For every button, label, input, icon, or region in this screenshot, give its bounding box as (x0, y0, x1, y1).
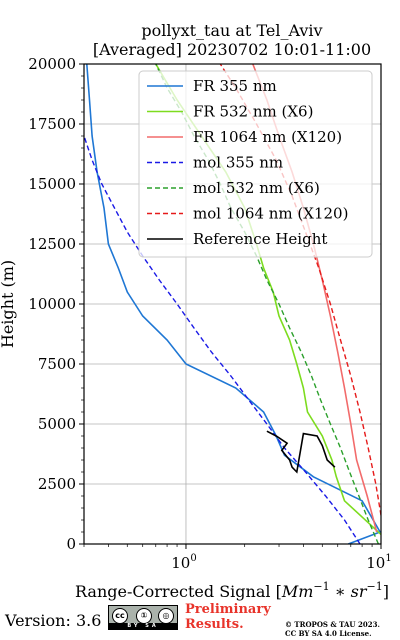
y-tick-label: 15000 (28, 175, 76, 193)
y-tick-label: 2500 (38, 475, 76, 493)
cc-icon: cc (112, 608, 128, 624)
series-line-6 (219, 64, 381, 516)
cc-strip: BY SA (109, 623, 177, 629)
y-axis-label: Height (m) (0, 260, 17, 348)
copyright-note: © TROPOS & TAU 2023. CC BY SA 4.0 Licens… (285, 620, 380, 638)
sa-icon: ◎ (158, 608, 174, 624)
y-tick-label: 10000 (28, 295, 76, 313)
chart-title: pollyxt_tau at Tel_Aviv (141, 21, 323, 40)
cc-license-badge[interactable]: cc ① ◎ BY SA (108, 605, 178, 630)
version-label: Version: 3.6 (5, 611, 102, 630)
y-tick-label: 17500 (28, 115, 76, 133)
preliminary-note: Preliminary Results. (185, 602, 271, 632)
legend-label-1: FR 355 nm (193, 77, 277, 95)
y-tick-label: 12500 (28, 235, 76, 253)
legend-label-6: mol 1064 nm (X120) (193, 205, 348, 223)
legend-label-5: mol 532 nm (X6) (193, 179, 320, 197)
series-line-4 (84, 135, 361, 544)
legend-label-4: mol 355 nm (193, 154, 283, 172)
y-tick-label: 7500 (38, 355, 76, 373)
y-tick-label: 20000 (28, 55, 76, 73)
x-tick-label: 101 (366, 553, 391, 572)
y-tick-label: 5000 (38, 415, 76, 433)
y-tick-label: 0 (66, 535, 76, 553)
x-tick-label: 100 (171, 553, 196, 572)
series-line-7 (266, 430, 336, 474)
ticks: 0 2500 5000 7500 10000 12500 15000 17500 20000 10… (28, 55, 391, 572)
legend-label-7: Reference Height (193, 230, 327, 248)
legend-box (138, 70, 373, 258)
chart-subtitle: [Averaged] 20230702 10:01-11:00 (92, 40, 372, 59)
by-icon: ① (136, 608, 152, 624)
legend: FR 355 nm FR 532 nm (X6) FR 1064 nm (X120)… (138, 70, 373, 258)
legend-label-2: FR 532 nm (X6) (193, 103, 313, 121)
series-line-5 (155, 64, 380, 544)
legend-label-3: FR 1064 nm (X120) (193, 128, 342, 146)
x-axis-label: Range-Corrected Signal [Mm−1 ∗ sr−1] (75, 580, 389, 601)
